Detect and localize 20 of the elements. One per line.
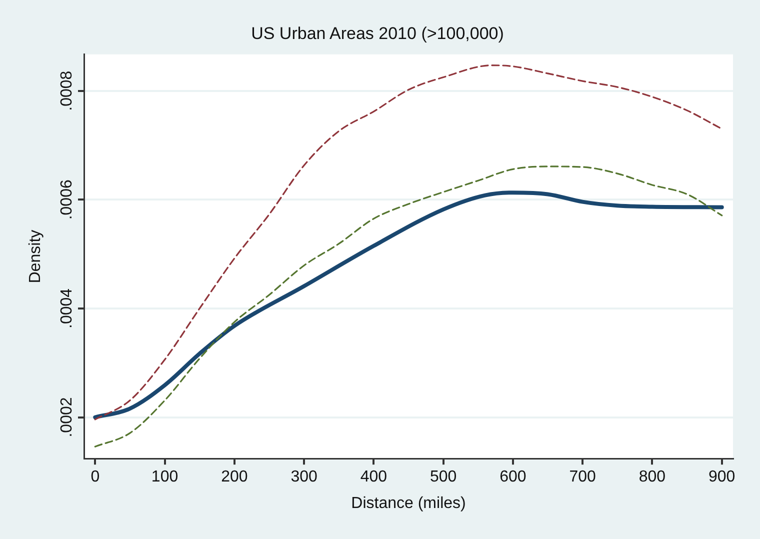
x-tick-label: 300: [290, 468, 318, 486]
x-tick-label: 200: [221, 468, 248, 486]
line-series: [93, 190, 724, 420]
chart-title: US Urban Areas 2010 (>100,000): [251, 24, 504, 43]
x-tick-label: 700: [569, 468, 596, 486]
x-axis-title: Distance (miles): [351, 494, 466, 512]
y-tick-label: .0002: [58, 397, 76, 438]
line-series: [94, 166, 723, 448]
x-tick-label: 100: [151, 468, 178, 486]
y-tick-label: .0008: [58, 70, 76, 111]
x-tick-label: 600: [500, 468, 526, 486]
x-tick-label: 500: [430, 468, 457, 486]
x-tick-label: 0: [90, 468, 100, 486]
y-tick-label: .0006: [58, 180, 76, 220]
x-tick-label: 400: [360, 468, 388, 486]
x-tick-label: 900: [708, 468, 736, 486]
x-tick-label: 800: [638, 468, 666, 486]
y-tick-label: .0004: [58, 288, 76, 328]
line-series: [94, 64, 723, 420]
y-axis-title: Density: [27, 230, 44, 284]
